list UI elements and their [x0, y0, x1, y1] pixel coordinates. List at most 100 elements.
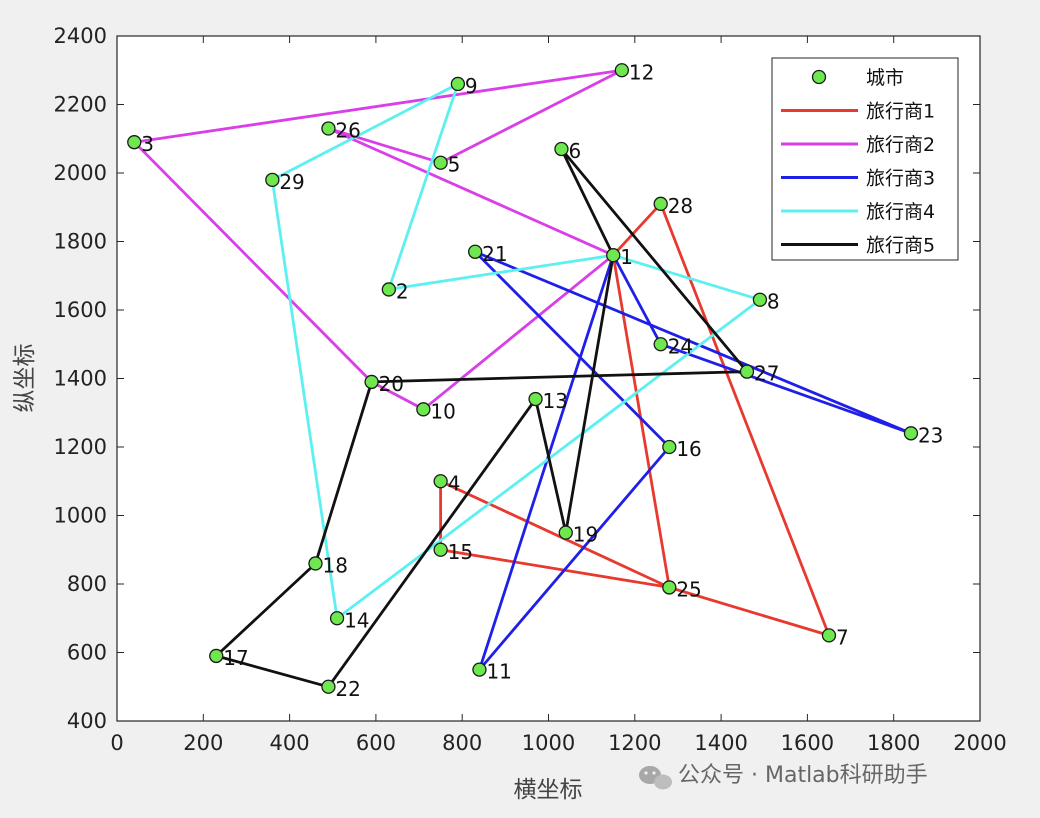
legend-label-0: 城市 — [866, 67, 904, 89]
city-label-1: 1 — [620, 245, 633, 269]
city-label-3: 3 — [141, 132, 154, 156]
city-label-8: 8 — [767, 290, 780, 314]
city-label-26: 26 — [335, 118, 360, 142]
x-tick-label: 1200 — [608, 731, 661, 755]
city-marker-16 — [662, 439, 677, 455]
city-label-11: 11 — [486, 660, 511, 684]
city-label-20: 20 — [379, 372, 404, 396]
city-label-14: 14 — [344, 608, 369, 632]
route-line-1 — [439, 202, 831, 637]
city-label-23: 23 — [918, 423, 943, 447]
x-tick-label: 1600 — [781, 731, 834, 755]
city-label-12: 12 — [629, 60, 654, 84]
city-label-7: 7 — [836, 625, 849, 649]
city-marker-18 — [308, 556, 323, 571]
city-label-25: 25 — [676, 577, 701, 601]
x-tick-label: 0 — [110, 731, 123, 755]
x-axis-ticks: 0 200 400 600 800 1000 1200 1400 1600 1800 2000 — [110, 36, 1007, 755]
city-marker-1 — [606, 248, 621, 263]
city-label-19: 19 — [573, 523, 598, 547]
legend-box — [771, 57, 959, 261]
city-marker-3 — [127, 135, 142, 150]
wechat-icon — [639, 766, 672, 790]
watermark: 公众号 · Matlab科研助手 — [639, 763, 928, 790]
city-label-2: 2 — [396, 279, 409, 303]
city-marker-26 — [321, 121, 336, 136]
legend-label-1: 旅行商1 — [866, 101, 935, 123]
y-tick-label: 1600 — [54, 298, 107, 322]
legend-label-4: 旅行商4 — [866, 201, 935, 223]
legend-label-2: 旅行商2 — [866, 134, 935, 156]
legend-label-3: 旅行商3 — [866, 168, 935, 190]
x-tick-label: 200 — [183, 731, 223, 755]
city-marker-22 — [321, 679, 336, 694]
city-marker-9 — [450, 76, 466, 92]
x-tick-label: 800 — [442, 731, 482, 755]
y-tick-label: 2200 — [54, 93, 107, 117]
city-marker-7 — [821, 628, 837, 643]
y-tick-label: 1200 — [54, 435, 107, 459]
city-marker-15 — [433, 542, 448, 557]
city-marker-12 — [614, 63, 630, 78]
city-label-10: 10 — [430, 399, 455, 423]
y-tick-label: 600 — [67, 641, 107, 665]
city-marker-23 — [903, 426, 919, 441]
city-label-16: 16 — [676, 437, 701, 461]
x-tick-label: 2000 — [953, 731, 1006, 755]
city-marker-20 — [364, 374, 379, 390]
legend-label-5: 旅行商5 — [866, 235, 935, 257]
route-line-5 — [214, 147, 749, 689]
y-axis-ticks: 400 600 800 1000 1200 1400 1600 1800 2000 2200 240… — [54, 24, 980, 733]
y-axis-title: 纵坐标 — [12, 344, 38, 413]
x-tick-label: 1400 — [694, 731, 747, 755]
watermark-text: 公众号 · Matlab科研助手 — [678, 763, 928, 788]
y-tick-label: 2000 — [54, 161, 107, 185]
y-tick-label: 400 — [67, 709, 107, 733]
y-tick-label: 1000 — [54, 504, 107, 528]
city-label-17: 17 — [223, 646, 248, 670]
city-marker-29 — [265, 172, 280, 188]
city-label-24: 24 — [668, 334, 693, 358]
city-marker-4 — [433, 474, 448, 489]
city-label-5: 5 — [448, 153, 461, 177]
city-label-18: 18 — [322, 553, 347, 577]
route-line-2 — [132, 68, 624, 411]
city-marker-19 — [558, 525, 573, 540]
x-tick-label: 400 — [270, 731, 310, 755]
y-tick-label: 1400 — [54, 367, 107, 391]
city-label-22: 22 — [335, 677, 360, 701]
city-marker-8 — [752, 292, 768, 307]
city-label-4: 4 — [448, 471, 461, 495]
legend-marker-cities — [811, 69, 827, 85]
city-marker-28 — [653, 196, 668, 211]
x-tick-label: 1000 — [522, 731, 575, 755]
city-marker-14 — [329, 611, 345, 626]
city-markers — [127, 63, 919, 694]
x-axis-title: 横坐标 — [514, 777, 583, 803]
city-labels: 1234567891011121314151617181920212223242… — [141, 60, 943, 701]
city-marker-5 — [433, 155, 448, 170]
city-label-13: 13 — [543, 389, 568, 413]
y-tick-label: 800 — [67, 572, 107, 596]
x-tick-label: 1800 — [867, 731, 920, 755]
city-marker-27 — [739, 364, 755, 379]
city-marker-11 — [472, 662, 487, 677]
city-marker-13 — [528, 391, 543, 407]
city-label-28: 28 — [668, 194, 693, 218]
city-marker-2 — [381, 282, 396, 297]
city-marker-17 — [209, 648, 224, 664]
y-tick-label: 1800 — [54, 230, 107, 254]
city-label-6: 6 — [568, 139, 581, 163]
city-marker-21 — [467, 244, 483, 259]
city-label-15: 15 — [448, 540, 473, 564]
city-marker-24 — [653, 337, 668, 352]
city-label-27: 27 — [754, 362, 779, 386]
city-marker-6 — [554, 141, 569, 157]
city-marker-10 — [416, 402, 431, 417]
city-label-9: 9 — [465, 74, 478, 98]
city-label-21: 21 — [482, 242, 507, 266]
y-tick-label: 2400 — [54, 24, 107, 48]
